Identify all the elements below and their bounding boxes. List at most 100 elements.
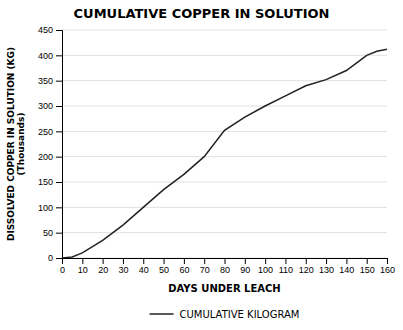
x-tick: 70 [200,258,210,275]
x-tick-mark [285,258,286,264]
y-tick-label: 350 [38,76,53,86]
grid-line [62,182,387,183]
grid-line [62,232,387,233]
x-tick-mark [245,258,246,264]
y-tick-label: 100 [38,203,53,213]
x-tick-mark [82,258,83,264]
y-tick-label: 400 [38,51,53,61]
y-tick-label: 200 [38,152,53,162]
x-tick: 80 [220,258,230,275]
y-tick: 150 [38,177,62,187]
x-tick-mark [184,258,185,264]
title: CUMULATIVE COPPER IN SOLUTION [74,6,330,21]
y-axis-title-line: DISSOLVED COPPER IN SOLUTION (KG) [6,47,16,241]
y-tick-label: 150 [38,177,53,187]
y-axis: 0 50 100 150 200 250 300 350 400 450 [38,25,63,263]
x-tick-mark [123,258,124,264]
y-axis-title-line: (Thousands) [16,113,26,176]
y-tick-mark [56,55,62,56]
x-tick-mark [103,258,104,264]
x-tick-mark [225,258,226,264]
x-tick: 90 [240,258,250,275]
x-tick-mark [265,258,266,264]
x-axis: 0 10 20 30 40 50 60 70 80 90 100 110 120 130 140 150 160 [60,258,395,275]
x-tick: 100 [258,258,273,275]
line [62,49,387,258]
legend-swatch [150,313,174,315]
y-tick-label: 50 [43,228,53,238]
y-tick-mark [56,258,62,259]
x-tick-label: 120 [299,265,314,275]
y-tick: 300 [38,101,62,111]
y-tick: 400 [38,51,62,61]
x-tick-label: 0 [60,265,65,275]
grid-line [62,207,387,208]
x-tick-label: 40 [139,265,149,275]
y-tick-mark [56,30,62,31]
y-tick-mark [56,182,62,183]
y-tick-mark [56,157,62,158]
grid-line [62,106,387,107]
legend-label: CUMULATIVE KILOGRAM [180,309,300,320]
x-tick: 0 [60,258,65,275]
x-tick-mark [164,258,165,264]
x-tick-mark [306,258,307,264]
x-tick-label: 70 [200,265,210,275]
y-tick-mark [56,207,62,208]
x-tick: 40 [139,258,149,275]
x-tick-label: 150 [360,265,375,275]
y-tick-label: 0 [48,253,53,263]
y-tick: 450 [38,25,62,35]
y-tick: 250 [38,127,62,137]
x-tick: 50 [159,258,169,275]
x-tick: 30 [118,258,128,275]
y-tick-mark [56,233,62,234]
grid [62,30,387,258]
y-tick-mark [56,81,62,82]
x-tick-label: 90 [240,265,250,275]
y-tick-label: 450 [38,25,53,35]
x-tick-mark [143,258,144,264]
y-tick: 200 [38,152,62,162]
grid-line [62,156,387,157]
y-tick: 50 [43,228,62,238]
x-axis-line [63,259,388,265]
legend: CUMULATIVE KILOGRAM [150,309,300,320]
x-tick-mark [326,258,327,264]
x-tick: 10 [78,258,88,275]
x-tick: 130 [319,258,334,275]
grid-line [62,30,387,31]
x-tick: 150 [360,258,375,275]
x-tick-label: 50 [159,265,169,275]
y-tick-mark [56,131,62,132]
x-tick: 20 [98,258,108,275]
y-tick: 0 [48,253,62,263]
x-tick-label: 110 [279,265,293,275]
x-tick-label: 30 [118,265,128,275]
x-tick-label: 10 [78,265,88,275]
x-tick-label: 160 [380,265,395,275]
grid-line [62,55,387,56]
y-axis-line [56,31,63,259]
x-tick-label: 140 [339,265,354,275]
legend-item: CUMULATIVE KILOGRAM [150,309,300,320]
y-tick-label: 250 [38,127,53,137]
grid-line [62,80,387,81]
x-tick-mark [346,258,347,264]
x-tick-mark [204,258,205,264]
y-axis-title: DISSOLVED COPPER IN SOLUTION (KG)(Thousa… [6,47,26,241]
x-tick: 60 [179,258,189,275]
y-tick-label: 300 [38,101,53,111]
x-tick-label: 80 [220,265,230,275]
x-tick-label: 20 [98,265,108,275]
y-tick: 350 [38,76,62,86]
x-tick: 110 [279,258,293,275]
x-tick-mark [387,258,388,264]
x-tick-label: 100 [258,265,273,275]
y-tick-mark [56,106,62,107]
plot: 0 10 20 30 40 50 60 70 80 90 100 110 120 130 140 150 160… [38,25,395,275]
series-group [62,49,387,258]
y-tick: 100 [38,203,62,213]
x-axis-title: DAYS UNDER LEACH [168,283,280,294]
x-tick: 160 [380,258,395,275]
